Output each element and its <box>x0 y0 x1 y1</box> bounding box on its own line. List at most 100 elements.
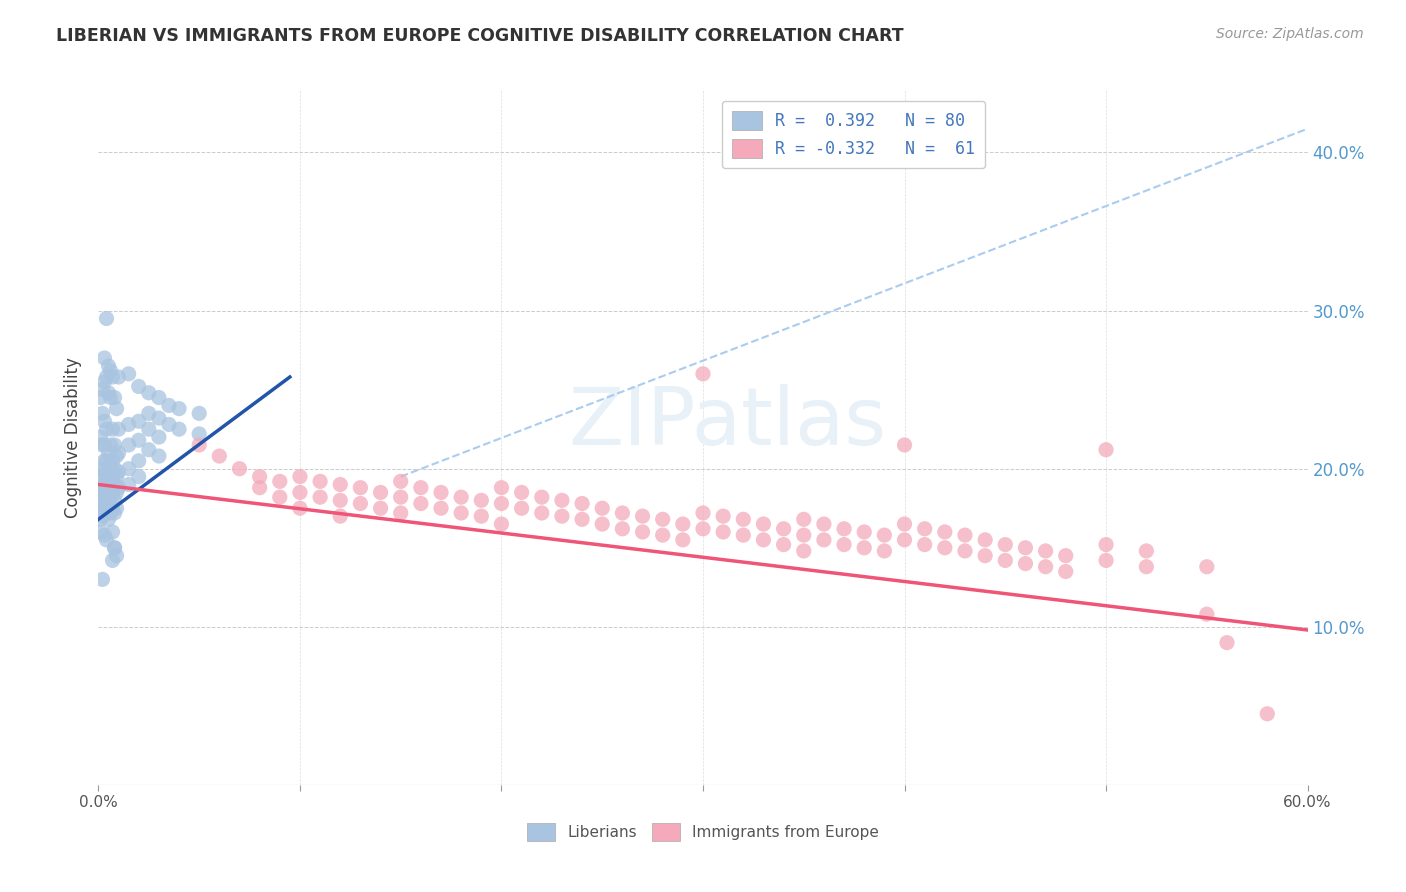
Point <box>409 481 432 495</box>
Point <box>288 469 311 483</box>
Point <box>651 528 673 542</box>
Point <box>128 434 150 448</box>
Point <box>96 533 118 547</box>
Point <box>893 516 915 531</box>
Point <box>1054 549 1077 563</box>
Point <box>103 493 125 508</box>
Point <box>914 522 936 536</box>
Point <box>733 512 755 526</box>
Point <box>93 438 115 452</box>
Point <box>103 391 125 405</box>
Point <box>491 481 513 495</box>
Point <box>101 469 124 483</box>
Point <box>370 501 392 516</box>
Point <box>96 454 118 468</box>
Point <box>491 496 513 510</box>
Point <box>470 493 492 508</box>
Point <box>631 509 654 524</box>
Point <box>692 367 714 381</box>
Point <box>101 454 124 468</box>
Point <box>93 490 115 504</box>
Point <box>101 524 124 539</box>
Point <box>672 533 695 547</box>
Point <box>100 475 122 489</box>
Point <box>953 544 976 558</box>
Point <box>91 477 114 491</box>
Text: LIBERIAN VS IMMIGRANTS FROM EUROPE COGNITIVE DISABILITY CORRELATION CHART: LIBERIAN VS IMMIGRANTS FROM EUROPE COGNI… <box>56 27 904 45</box>
Point <box>101 370 124 384</box>
Point <box>91 573 114 587</box>
Point <box>103 461 125 475</box>
Point <box>1014 557 1036 571</box>
Point <box>89 524 111 539</box>
Point <box>208 449 231 463</box>
Point <box>96 485 118 500</box>
Point <box>107 481 129 495</box>
Point <box>91 461 114 475</box>
Point <box>832 538 855 552</box>
Point <box>97 496 120 510</box>
Point <box>1135 559 1157 574</box>
Point <box>96 496 118 510</box>
Point <box>93 481 115 495</box>
Point <box>1095 553 1118 567</box>
Point <box>1014 541 1036 555</box>
Point <box>974 549 997 563</box>
Point <box>148 449 170 463</box>
Point <box>389 475 412 489</box>
Point <box>450 506 472 520</box>
Point <box>571 512 593 526</box>
Point <box>100 391 122 405</box>
Point <box>752 533 775 547</box>
Point <box>93 351 115 365</box>
Point <box>1256 706 1278 721</box>
Point <box>249 469 271 483</box>
Point <box>101 422 124 436</box>
Point <box>551 493 574 508</box>
Point <box>1035 559 1057 574</box>
Point <box>813 533 835 547</box>
Point <box>1216 635 1239 649</box>
Point <box>97 465 120 479</box>
Point <box>118 461 141 475</box>
Point <box>571 496 593 510</box>
Point <box>450 490 472 504</box>
Point <box>793 528 815 542</box>
Point <box>269 475 291 489</box>
Point <box>591 516 613 531</box>
Point <box>157 417 180 432</box>
Point <box>103 541 125 555</box>
Point <box>1135 544 1157 558</box>
Point <box>752 516 775 531</box>
Point <box>1095 538 1118 552</box>
Point <box>89 501 111 516</box>
Point <box>1195 607 1218 622</box>
Point <box>893 533 915 547</box>
Point <box>612 506 634 520</box>
Point <box>793 512 815 526</box>
Point <box>107 446 129 460</box>
Point <box>96 370 118 384</box>
Point <box>100 458 122 473</box>
Point <box>101 553 124 567</box>
Point <box>89 391 111 405</box>
Point <box>93 465 115 479</box>
Point <box>105 485 128 500</box>
Point <box>103 506 125 520</box>
Point <box>389 490 412 504</box>
Point <box>430 501 453 516</box>
Point <box>103 477 125 491</box>
Point <box>772 522 794 536</box>
Point <box>107 465 129 479</box>
Point <box>994 553 1017 567</box>
Point <box>873 528 896 542</box>
Point <box>105 501 128 516</box>
Point <box>89 512 111 526</box>
Point <box>118 438 141 452</box>
Point <box>1054 565 1077 579</box>
Point <box>228 461 250 475</box>
Point <box>157 399 180 413</box>
Point <box>128 469 150 483</box>
Point <box>96 422 118 436</box>
Point <box>96 311 118 326</box>
